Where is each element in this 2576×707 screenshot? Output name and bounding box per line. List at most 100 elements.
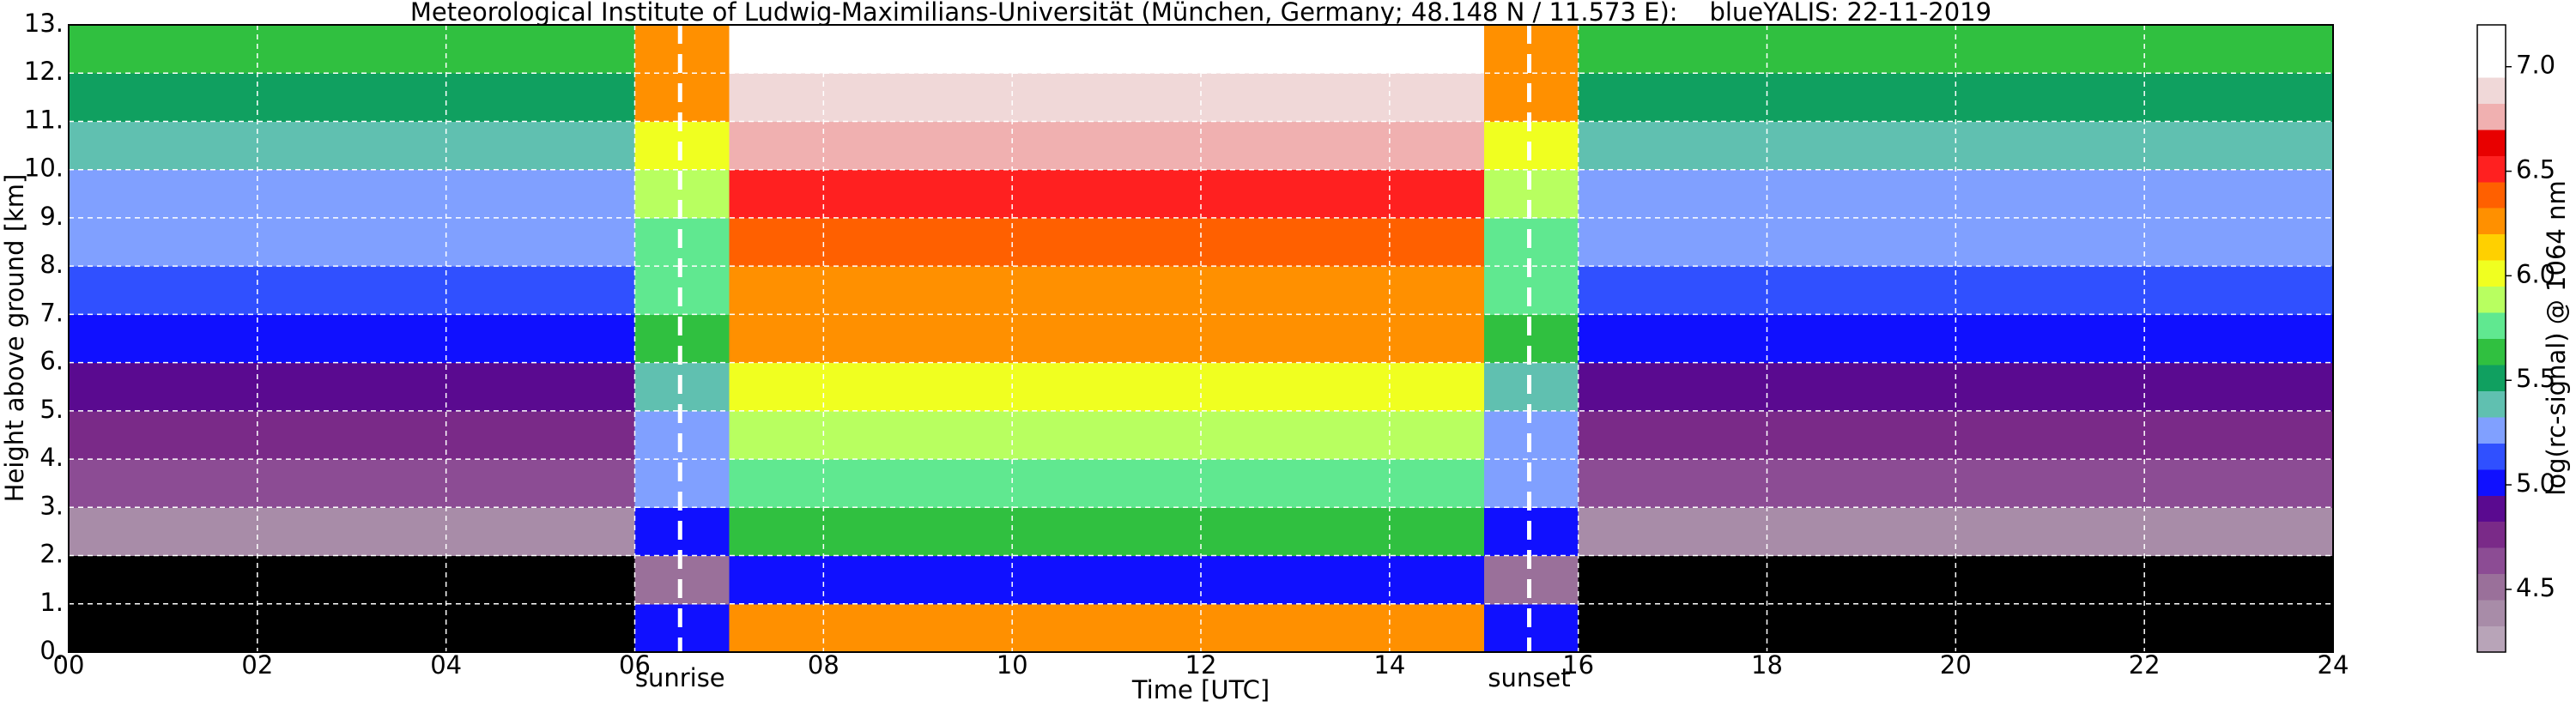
- heatmap-cell: [1672, 555, 1767, 605]
- heatmap-cell: [2239, 603, 2334, 653]
- heatmap-cell: [162, 121, 258, 171]
- heatmap-cell: [1106, 603, 1202, 653]
- heatmap-cell: [1955, 25, 2051, 74]
- y-tick-label: 5.: [39, 395, 64, 424]
- heatmap-cell: [1955, 266, 2051, 315]
- heatmap-cell: [918, 362, 1013, 412]
- heatmap-cell: [1861, 73, 1956, 122]
- heatmap-cell: [918, 314, 1013, 364]
- heatmap-cell: [257, 25, 353, 74]
- heatmap-cell: [257, 73, 353, 122]
- colorbar-segment: [2477, 208, 2506, 235]
- colorbar-segment: [2477, 312, 2506, 339]
- heatmap-cell: [1294, 73, 1391, 122]
- heatmap-cell: [445, 459, 542, 508]
- heatmap-cell: [1106, 410, 1202, 460]
- colorbar-segment: [2477, 76, 2506, 104]
- heatmap-cell: [1201, 507, 1296, 557]
- heatmap-cell: [1106, 459, 1202, 508]
- heatmap-cell: [823, 507, 918, 557]
- heatmap-cell: [1767, 266, 1862, 315]
- heatmap-cell: [1955, 555, 2051, 605]
- heatmap-cell: [2239, 555, 2334, 605]
- colorbar-segment: [2477, 495, 2506, 523]
- heatmap-cell: [1012, 314, 1107, 364]
- heatmap-cell: [445, 314, 542, 364]
- heatmap-cell: [1389, 459, 1485, 508]
- heatmap-cell: [257, 555, 353, 605]
- heatmap-cell: [823, 217, 918, 267]
- colorbar-segment: [2477, 600, 2506, 627]
- colorbar-segment: [2477, 468, 2506, 496]
- heatmap-cell: [729, 410, 824, 460]
- heatmap-cell: [351, 362, 447, 412]
- heatmap-cell: [823, 266, 918, 315]
- heatmap-cell: [918, 459, 1013, 508]
- heatmap-cell: [69, 73, 164, 122]
- heatmap-cell: [1106, 555, 1202, 605]
- heatmap-cell: [823, 73, 918, 122]
- colorbar-segment: [2477, 51, 2506, 78]
- heatmap-cell: [1578, 555, 1674, 605]
- heatmap-cell: [2050, 73, 2145, 122]
- heatmap-cell: [351, 314, 447, 364]
- heatmap-cell: [1767, 121, 1862, 171]
- y-axis-label: Height above ground [km]: [0, 174, 29, 503]
- heatmap-cell: [1767, 459, 1862, 508]
- heatmap-cell: [351, 25, 447, 74]
- heatmap-cell: [823, 410, 918, 460]
- heatmap-cell: [918, 25, 1013, 74]
- heatmap-cell: [2239, 459, 2334, 508]
- heatmap-cell: [540, 362, 635, 412]
- heatmap-cell: [540, 410, 635, 460]
- heatmap-cell: [2239, 25, 2334, 74]
- heatmap-cell: [1106, 314, 1202, 364]
- heatmap-cell: [2239, 266, 2334, 315]
- colorbar-segment: [2477, 181, 2506, 208]
- heatmap-cell: [729, 169, 824, 219]
- heatmap-cell: [1672, 603, 1767, 653]
- colorbar-segment: [2477, 260, 2506, 287]
- heatmap-cell: [1012, 266, 1107, 315]
- heatmap-cell: [69, 555, 164, 605]
- heatmap-cell: [2050, 25, 2145, 74]
- heatmap-cell: [1106, 362, 1202, 412]
- heatmap-cell: [1012, 121, 1107, 171]
- heatmap-cell: [1389, 410, 1485, 460]
- y-tick-label: 0.: [39, 636, 64, 665]
- x-tick-label: 00: [53, 650, 85, 680]
- heatmap-cell: [1672, 266, 1767, 315]
- x-tick-label: 04: [430, 650, 462, 680]
- heatmap-cell: [729, 459, 824, 508]
- heatmap-cell: [1955, 507, 2051, 557]
- colorbar-frame: [2476, 24, 2506, 653]
- heatmap-cell: [445, 169, 542, 219]
- heatmap-cell: [1294, 25, 1391, 74]
- x-tick-label: 10: [997, 650, 1028, 680]
- heatmap-cell: [351, 169, 447, 219]
- y-tick-label: 4.: [39, 443, 64, 472]
- heatmap-cell: [257, 410, 353, 460]
- heatmap-cell: [162, 459, 258, 508]
- heatmap-cell: [1578, 121, 1674, 171]
- heatmap-cell: [2144, 459, 2240, 508]
- heatmap-cell: [1106, 217, 1202, 267]
- heatmap-cell: [729, 314, 824, 364]
- heatmap-cell: [69, 169, 164, 219]
- heatmap-cell: [2050, 314, 2145, 364]
- heatmap-cell: [1012, 603, 1107, 653]
- heatmap-cell: [1955, 459, 2051, 508]
- heatmap-cell: [2144, 73, 2240, 122]
- heatmap-cell: [1012, 459, 1107, 508]
- heatmap-cell: [1201, 314, 1296, 364]
- heatmap-cell: [1012, 217, 1107, 267]
- heatmap-cell: [257, 169, 353, 219]
- heatmap-cell: [351, 507, 447, 557]
- heatmap-cell: [445, 121, 542, 171]
- heatmap-cell: [2144, 555, 2240, 605]
- heatmap-cell: [1201, 25, 1296, 74]
- heatmap-cell: [2050, 603, 2145, 653]
- heatmap-cell: [1578, 266, 1674, 315]
- colorbar-tick-label: 5.5: [2516, 364, 2555, 393]
- heatmap-cell: [162, 410, 258, 460]
